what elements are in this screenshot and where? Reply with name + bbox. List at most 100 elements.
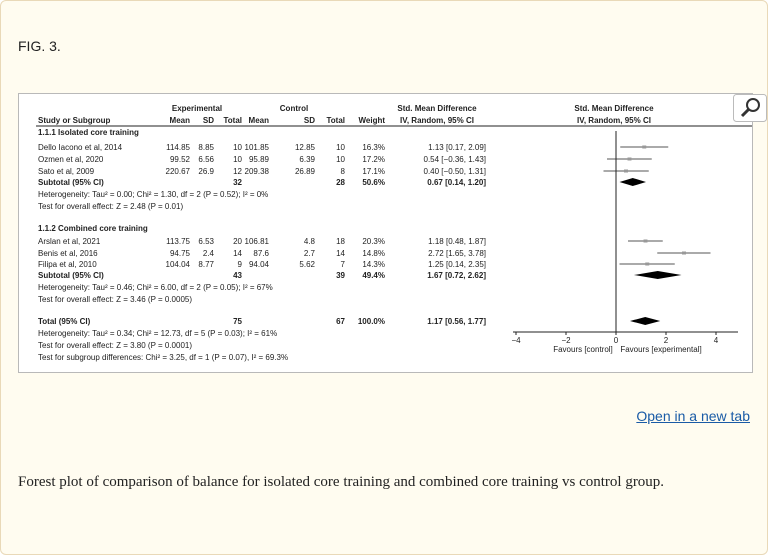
sd-value: 6.39 — [299, 155, 315, 164]
figure-label: FIG. 3. — [18, 38, 61, 54]
weight-value: 49.4% — [362, 271, 385, 280]
x-tick-label: −4 — [511, 336, 521, 345]
favours-control-label: Favours [control] — [553, 345, 613, 354]
total-value: 7 — [341, 260, 346, 269]
total-column-header: Total — [223, 116, 242, 125]
point-estimate — [642, 145, 647, 149]
weight-value: 14.8% — [362, 249, 385, 258]
total-value: 75 — [233, 317, 242, 326]
ci-value: 1.25 [0.14, 2.35] — [428, 260, 486, 269]
x-tick-label: 0 — [614, 336, 619, 345]
point-estimate — [645, 262, 650, 266]
mean-column-header: Mean — [249, 116, 270, 125]
weight-value: 100.0% — [358, 317, 385, 326]
total-value: 9 — [238, 260, 243, 269]
weight-value: 50.6% — [362, 178, 385, 187]
weight-value: 16.3% — [362, 143, 385, 152]
mean-value: 209.38 — [245, 167, 270, 176]
point-estimate — [682, 251, 686, 255]
mean-value: 95.89 — [249, 155, 270, 164]
study-name: Sato et al, 2009 — [38, 167, 95, 176]
ci-value: 1.17 [0.56, 1.77] — [427, 317, 486, 326]
mean-value: 220.67 — [166, 167, 191, 176]
weight-value: 17.2% — [362, 155, 385, 164]
total-value: 20 — [233, 237, 242, 246]
weight-value: 20.3% — [362, 237, 385, 246]
total-value: 10 — [233, 155, 242, 164]
experimental-header: Experimental — [172, 104, 222, 113]
subtotal-diamond — [634, 271, 682, 279]
weight-column-header: Weight — [358, 116, 385, 125]
study-name: Benis et al, 2016 — [38, 249, 98, 258]
sd-value: 4.8 — [304, 237, 316, 246]
total-value: 14 — [233, 249, 242, 258]
heterogeneity-text: Heterogeneity: Tau² = 0.00; Chi² = 1.30,… — [38, 190, 268, 199]
mean-value: 106.81 — [245, 237, 270, 246]
mean-value: 87.6 — [253, 249, 269, 258]
ci-value: 0.40 [−0.50, 1.31] — [424, 167, 487, 176]
mean-value: 113.75 — [166, 237, 190, 246]
sd-value: 12.85 — [295, 143, 316, 152]
total-value: 43 — [233, 271, 242, 280]
ci-value: 1.13 [0.17, 2.09] — [428, 143, 486, 152]
subgroup-title: 1.1.2 Combined core training — [38, 224, 148, 233]
sd-value: 2.4 — [203, 249, 215, 258]
overall-effect-text: Test for overall effect: Z = 3.46 (P = 0… — [38, 295, 192, 304]
mean-value: 114.85 — [166, 143, 190, 152]
overall-effect-text: Test for overall effect: Z = 2.48 (P = 0… — [38, 202, 183, 211]
forest-plot: Experimental Control Std. Mean Difference S… — [36, 104, 752, 362]
control-header: Control — [280, 104, 308, 113]
total-value: 32 — [233, 178, 242, 187]
x-tick-label: 4 — [714, 336, 719, 345]
weight-value: 14.3% — [362, 260, 385, 269]
x-tick-label: 2 — [664, 336, 669, 345]
point-estimate — [624, 169, 628, 173]
overall-effect-text: Test for overall effect: Z = 3.80 (P = 0… — [38, 341, 192, 350]
total-value: 10 — [336, 155, 345, 164]
x-tick-label: −2 — [561, 336, 571, 345]
sd-value: 6.56 — [198, 155, 214, 164]
weight-value: 17.1% — [362, 167, 385, 176]
mean-column-header: Mean — [170, 116, 191, 125]
method-header: IV, Random, 95% CI — [400, 116, 474, 125]
mean-value: 101.85 — [245, 143, 270, 152]
smd-header: Std. Mean Difference — [397, 104, 477, 113]
point-estimate — [627, 157, 632, 161]
heterogeneity-text: Heterogeneity: Tau² = 0.34; Chi² = 12.73… — [38, 329, 277, 338]
study-name: Ozmen et al, 2020 — [38, 155, 104, 164]
sd-value: 5.62 — [299, 260, 315, 269]
sd-value: 6.53 — [198, 237, 214, 246]
mean-value: 104.04 — [166, 260, 191, 269]
ci-value: 0.67 [0.14, 1.20] — [427, 178, 486, 187]
mean-value: 94.04 — [249, 260, 270, 269]
mean-value: 94.75 — [170, 249, 191, 258]
total-value: 67 — [336, 317, 345, 326]
subtotal-label: Subtotal (95% CI) — [38, 271, 104, 280]
total-value: 10 — [233, 143, 242, 152]
total-value: 12 — [233, 167, 242, 176]
total-diamond — [630, 317, 661, 325]
magnify-icon[interactable] — [733, 94, 767, 122]
subgroup-title: 1.1.1 Isolated core training — [38, 128, 139, 137]
total-column-header: Total — [326, 116, 345, 125]
smd-plot-header: Std. Mean Difference — [574, 104, 654, 113]
subgroup-differences-text: Test for subgroup differences: Chi² = 3.… — [38, 353, 288, 362]
sd-value: 2.7 — [304, 249, 316, 258]
open-in-new-tab-link[interactable]: Open in a new tab — [636, 408, 750, 424]
sd-value: 8.77 — [198, 260, 214, 269]
point-estimate — [643, 239, 648, 243]
total-value: 10 — [336, 143, 345, 152]
favours-experimental-label: Favours [experimental] — [620, 345, 701, 354]
total-value: 8 — [341, 167, 346, 176]
forest-plot-figure: Experimental Control Std. Mean Difference S… — [18, 93, 767, 373]
study-name: Arslan et al, 2021 — [38, 237, 101, 246]
subtotal-diamond — [619, 178, 646, 186]
subtotal-label: Subtotal (95% CI) — [38, 178, 104, 187]
method-plot-header: IV, Random, 95% CI — [577, 116, 651, 125]
total-value: 39 — [336, 271, 345, 280]
mean-value: 99.52 — [170, 155, 191, 164]
figure-caption: Forest plot of comparison of balance for… — [18, 474, 665, 490]
ci-value: 1.67 [0.72, 2.62] — [427, 271, 486, 280]
ci-value: 2.72 [1.65, 3.78] — [428, 249, 486, 258]
